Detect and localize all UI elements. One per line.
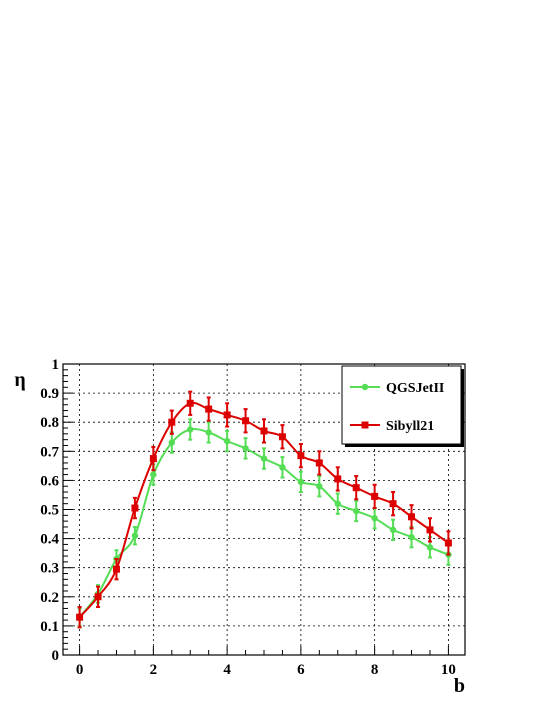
data-point bbox=[334, 475, 342, 483]
data-point bbox=[112, 565, 120, 573]
y-tick-label: 0.3 bbox=[40, 561, 59, 577]
data-point bbox=[186, 399, 194, 407]
data-point bbox=[353, 507, 360, 515]
legend: QGSJetII Sibyll21 bbox=[341, 365, 464, 447]
legend-marker bbox=[361, 383, 369, 391]
data-point bbox=[260, 455, 268, 462]
data-point bbox=[278, 433, 286, 441]
data-point bbox=[316, 483, 323, 490]
data-point bbox=[187, 426, 194, 433]
legend-items: QGSJetII Sibyll21 bbox=[350, 381, 444, 434]
data-point bbox=[408, 513, 416, 521]
legend-label: Sibyll21 bbox=[386, 419, 434, 434]
data-point bbox=[149, 455, 157, 463]
legend-marker bbox=[361, 421, 369, 429]
x-tick-label: 2 bbox=[150, 662, 158, 678]
data-point bbox=[131, 532, 139, 539]
data-point bbox=[131, 504, 139, 512]
series-group bbox=[76, 390, 452, 629]
data-point bbox=[223, 437, 231, 445]
data-point bbox=[242, 417, 250, 425]
data-point bbox=[150, 471, 157, 478]
x-tick-label: 6 bbox=[297, 662, 305, 678]
legend-label: QGSJetII bbox=[386, 381, 444, 396]
legend-entry: QGSJetII bbox=[350, 381, 444, 396]
y-tick-label: 1 bbox=[52, 357, 60, 373]
data-point bbox=[315, 459, 323, 467]
data-point bbox=[279, 464, 286, 471]
y-tick-label: 0.2 bbox=[40, 590, 59, 606]
legend-box bbox=[341, 365, 462, 445]
y-tick-label: 0.8 bbox=[40, 415, 59, 431]
data-point bbox=[260, 427, 268, 435]
data-point bbox=[242, 445, 249, 452]
y-axis-label: η bbox=[14, 369, 25, 391]
y-tick-label: 0.7 bbox=[40, 444, 59, 460]
series-QGSJetII bbox=[76, 418, 452, 627]
data-point bbox=[297, 478, 305, 486]
x-tick-label: 4 bbox=[223, 662, 231, 678]
data-point bbox=[389, 500, 397, 508]
x-tick-label: 8 bbox=[371, 662, 379, 678]
data-point bbox=[205, 405, 213, 413]
x-axis-label: b bbox=[454, 675, 465, 697]
data-point bbox=[408, 533, 415, 541]
data-point bbox=[426, 526, 434, 534]
legend-entry: Sibyll21 bbox=[350, 419, 434, 434]
series-Sibyll21 bbox=[76, 390, 452, 629]
data-point bbox=[352, 484, 360, 492]
y-tick-label: 0.4 bbox=[40, 532, 59, 548]
data-point bbox=[371, 492, 379, 500]
data-point bbox=[389, 526, 397, 534]
data-point bbox=[168, 439, 175, 446]
y-tick-label: 0 bbox=[52, 648, 60, 664]
y-tick-label: 0.9 bbox=[40, 386, 59, 402]
data-point bbox=[205, 429, 212, 436]
data-point bbox=[297, 452, 305, 460]
data-point bbox=[76, 613, 84, 621]
x-tick-label: 10 bbox=[441, 662, 456, 678]
y-tick-label: 0.6 bbox=[40, 473, 59, 489]
data-point bbox=[371, 515, 378, 522]
axis-ticks: 0 2 4 6 8 10 0 0.1 0.2 0.3 0.4 0.5 0.6 0.7 0.8 0.9 1 bbox=[40, 357, 456, 678]
data-point bbox=[168, 418, 176, 426]
data-point bbox=[334, 500, 341, 507]
data-point bbox=[223, 411, 231, 419]
data-point bbox=[94, 593, 102, 601]
y-tick-label: 0.1 bbox=[40, 619, 59, 635]
y-tick-label: 0.5 bbox=[40, 503, 59, 519]
x-tick-label: 0 bbox=[76, 662, 84, 678]
data-point bbox=[426, 544, 434, 551]
data-point bbox=[444, 539, 452, 547]
